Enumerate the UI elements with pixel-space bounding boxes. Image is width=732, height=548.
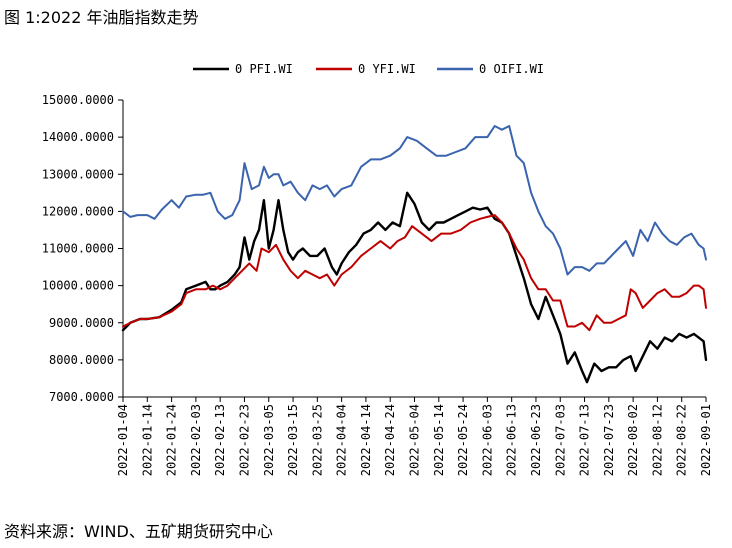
series-layer: [121, 125, 708, 384]
x-tick-label: 2022-02-23: [237, 404, 251, 476]
series-line-oifiwi: [122, 125, 707, 276]
legend-label-pfiwi: 0 PFI.WI: [235, 62, 293, 76]
legend: 0 PFI.WI 0 YFI.WI 0 OIFI.WI: [193, 62, 544, 76]
x-tick-label: 2022-05-14: [432, 404, 446, 476]
x-tick-label: 2022-09-01: [699, 404, 713, 476]
y-tick-label: 9000.0000: [49, 316, 114, 330]
x-tick-label: 2022-03-15: [286, 404, 300, 476]
y-tick-label: 11000.0000: [42, 242, 114, 256]
x-tick-label: 2022-07-03: [553, 404, 567, 476]
x-axis: 2022-01-04 2022-01-14 2022-01-24 2022-02-03…: [116, 396, 713, 476]
x-tick-label: 2022-04-04: [335, 404, 349, 476]
legend-label-yfiwi: 0 YFI.WI: [358, 62, 416, 76]
figure-source: 资料来源：WIND、五矿期货研究中心: [4, 522, 273, 541]
x-tick-label: 2022-08-12: [650, 404, 664, 476]
y-axis: 15000.0000 14000.0000 13000.0000 12000.0000…: [42, 93, 124, 404]
x-tick-label: 2022-01-04: [116, 404, 130, 476]
y-tick-label: 15000.0000: [42, 93, 114, 107]
x-tick-label: 2022-03-05: [262, 404, 276, 476]
x-tick-label: 2022-02-13: [213, 404, 227, 476]
x-tick-label: 2022-01-24: [165, 404, 179, 476]
x-tick-label: 2022-06-03: [480, 404, 494, 476]
y-tick-label: 8000.0000: [49, 353, 114, 367]
x-tick-label: 2022-05-24: [456, 404, 470, 476]
series-line-yfiwi: [122, 214, 707, 332]
legend-label-oifiwi: 0 OIFI.WI: [479, 62, 544, 76]
x-tick-label: 2022-06-23: [529, 404, 543, 476]
x-tick-label: 2022-04-24: [383, 404, 397, 476]
x-tick-label: 2022-07-13: [578, 404, 592, 476]
x-tick-label: 2022-01-14: [140, 404, 154, 476]
x-tick-label: 2022-07-23: [602, 404, 616, 476]
x-tick-label: 2022-04-14: [359, 404, 373, 476]
series-line-pfiwi: [121, 191, 708, 384]
y-tick-label: 12000.0000: [42, 204, 114, 218]
y-tick-label: 10000.0000: [42, 279, 114, 293]
y-tick-label: 7000.0000: [49, 390, 114, 404]
x-tick-label: 2022-08-22: [675, 404, 689, 476]
y-tick-label: 14000.0000: [42, 130, 114, 144]
figure-title: 图 1:2022 年油脂指数走势: [4, 8, 199, 27]
x-tick-label: 2022-03-25: [310, 404, 324, 476]
x-tick-label: 2022-05-04: [408, 404, 422, 476]
y-tick-label: 13000.0000: [42, 167, 114, 181]
x-tick-label: 2022-06-13: [505, 404, 519, 476]
x-tick-label: 2022-02-03: [189, 404, 203, 476]
x-tick-label: 2022-08-02: [626, 404, 640, 476]
